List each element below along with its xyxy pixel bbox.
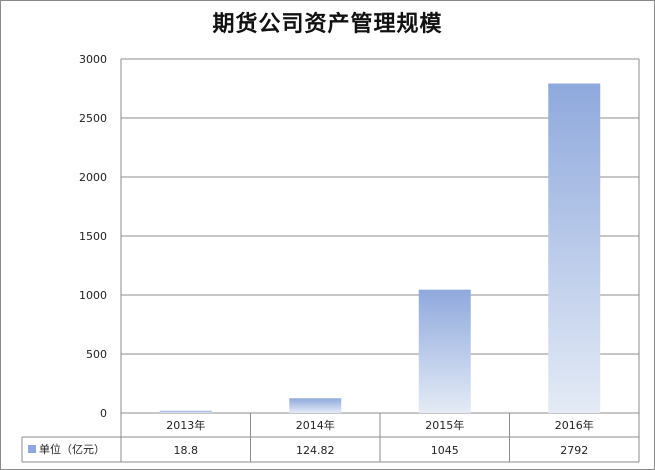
x-category-label: 2013年 <box>166 418 205 432</box>
y-tick-label: 2500 <box>79 112 107 125</box>
y-tick-label: 0 <box>100 407 107 420</box>
y-tick-label: 1000 <box>79 289 107 302</box>
x-category-label: 2016年 <box>555 418 594 432</box>
x-category-label: 2015年 <box>425 418 464 432</box>
data-label: 2792 <box>560 444 588 457</box>
bar <box>418 289 471 413</box>
bar <box>548 83 601 413</box>
series-name: 单位（亿元） <box>39 442 105 456</box>
bar <box>289 398 342 413</box>
bar <box>159 410 212 413</box>
y-tick-label: 2000 <box>79 171 107 184</box>
chart-title: 期货公司资产管理规模 <box>212 11 443 37</box>
data-label: 1045 <box>431 444 459 457</box>
y-tick-label: 1500 <box>79 230 107 243</box>
x-category-label: 2014年 <box>296 418 335 432</box>
y-tick-label: 500 <box>86 348 107 361</box>
y-tick-label: 3000 <box>79 53 107 66</box>
legend-swatch <box>28 445 36 453</box>
data-label: 124.82 <box>296 444 335 457</box>
data-label: 18.8 <box>174 444 199 457</box>
